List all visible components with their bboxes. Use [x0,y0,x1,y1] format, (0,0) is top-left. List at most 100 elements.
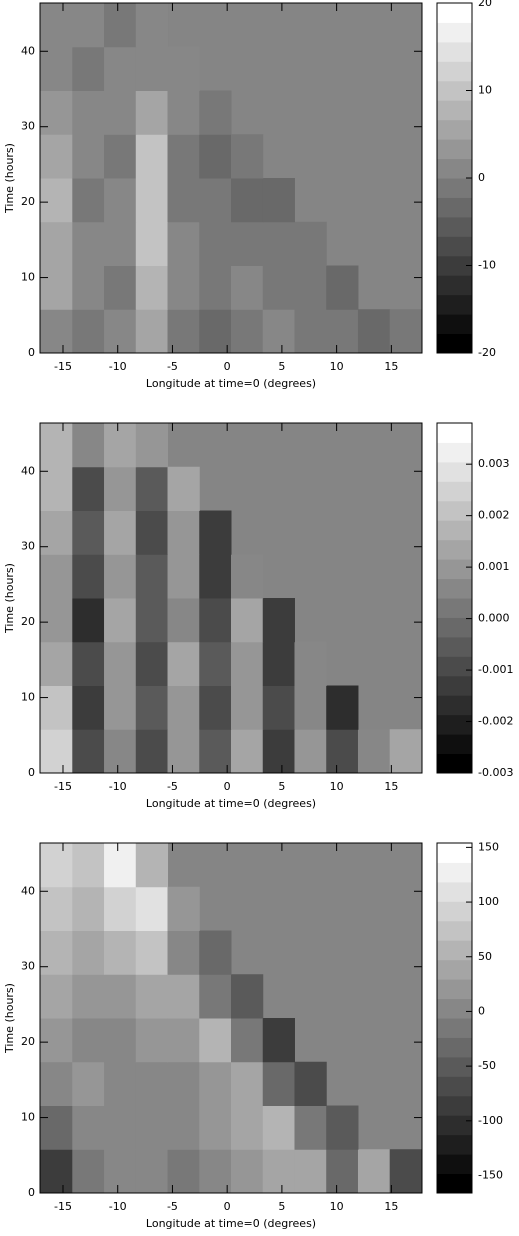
heatmap-cell [199,1149,232,1194]
heatmap-cell [135,554,169,599]
heatmap-cell [294,729,327,774]
heatmap-cell [262,641,295,686]
colorbar-tick-label: 10 [478,84,492,97]
heatmap-cell [167,554,200,599]
heatmap-cell [231,598,264,643]
x-tick-label: -5 [167,780,178,793]
heatmap-cell [167,974,200,1019]
y-tick-label: 0 [28,346,35,359]
heatmap-cell [135,1149,169,1194]
heatmap-cell [199,729,232,774]
heatmap-cell [294,309,327,354]
colorbar-band [437,559,472,580]
colorbar-band [437,80,472,101]
colorbar-band [437,843,472,863]
heatmap-cell [167,90,200,135]
colorbar-tick-label: 0 [478,1004,485,1017]
heatmap-cell [135,685,169,730]
x-tick-label: -15 [54,1200,72,1213]
heatmap-cell [104,134,137,179]
heatmap-cell [167,1018,200,1063]
heatmap-cell [389,729,423,774]
heatmap-cell [231,1061,264,1106]
heatmap-cell [40,729,73,774]
heatmap-cell [72,265,105,310]
heatmap-cell [262,178,295,223]
heatmap-cell [231,729,264,774]
y-tick-label: 40 [21,464,35,477]
heatmap-cell [135,309,169,354]
colorbar-band [437,617,472,638]
x-tick-label: 15 [384,360,398,373]
y-axis-label: Time (hours) [3,143,16,214]
x-tick-label: 0 [224,1200,231,1213]
heatmap-cell [104,3,137,48]
colorbar-band [437,520,472,541]
heatmap-cell [135,729,169,774]
heatmap-cell [262,265,295,310]
x-tick-label: 5 [278,1200,285,1213]
heatmap-cell [104,1061,137,1106]
heatmap-cell [135,221,169,266]
heatmap-cell [40,178,73,223]
colorbar-band [437,940,472,961]
y-tick-label: 20 [21,615,35,628]
heatmap-cell [167,178,200,223]
colorbar-tick-label: 0.002 [478,509,510,522]
colorbar-band [437,294,472,315]
y-tick-label: 40 [21,44,35,57]
colorbar-band [437,862,472,883]
colorbar-band [437,236,472,257]
colorbar-tick-label: -10 [478,259,496,272]
heatmap-cell [199,598,232,643]
heatmap-cell [262,1149,295,1194]
colorbar-tick-label: 100 [478,895,499,908]
y-tick-label: 30 [21,960,35,973]
heatmap-cell [199,1061,232,1106]
heatmap-cell [262,221,295,266]
heatmap-cell [167,641,200,686]
heatmap-cell [294,265,327,310]
colorbar-tick-label: -0.002 [478,715,513,728]
x-tick-label: -15 [54,360,72,373]
heatmap-cell [72,1149,105,1194]
colorbar-tick-label: -150 [478,1169,503,1182]
x-axis-label: Longitude at time=0 (degrees) [146,797,316,810]
colorbar-band [437,275,472,296]
x-tick-label: 10 [330,780,344,793]
colorbar-tick-label: -20 [478,346,496,359]
heatmap-cell [40,1061,73,1106]
heatmap-cell [104,554,137,599]
colorbar-band [437,1076,472,1097]
heatmap-cell [40,423,73,468]
y-tick-label: 10 [21,691,35,704]
heatmap-cell [135,134,169,179]
heatmap-cell [104,843,137,888]
heatmap-cell [167,886,200,931]
y-tick-label: 20 [21,195,35,208]
colorbar-band [437,1037,472,1058]
colorbar-frame [436,842,473,1194]
heatmap-cell [40,265,73,310]
y-tick-label: 30 [21,120,35,133]
heatmap-cell [72,554,105,599]
colorbar-band [437,119,472,140]
colorbar-frame [436,422,473,774]
heatmap-cell [135,1018,169,1063]
heatmap-cell [72,221,105,266]
colorbar-band [437,734,472,755]
heatmap-cell [167,265,200,310]
heatmap-cell [72,466,105,511]
colorbar-band [437,1018,472,1038]
heatmap-cell [199,641,232,686]
y-tick-label: 10 [21,1111,35,1124]
heatmap-cell [72,685,105,730]
heatmap-cell [167,1105,200,1150]
heatmap-cell [135,843,169,888]
heatmap-cell [104,46,137,91]
heatmap-cell [72,309,105,354]
y-tick-label: 0 [28,1186,35,1199]
heatmap-cell [262,685,295,730]
